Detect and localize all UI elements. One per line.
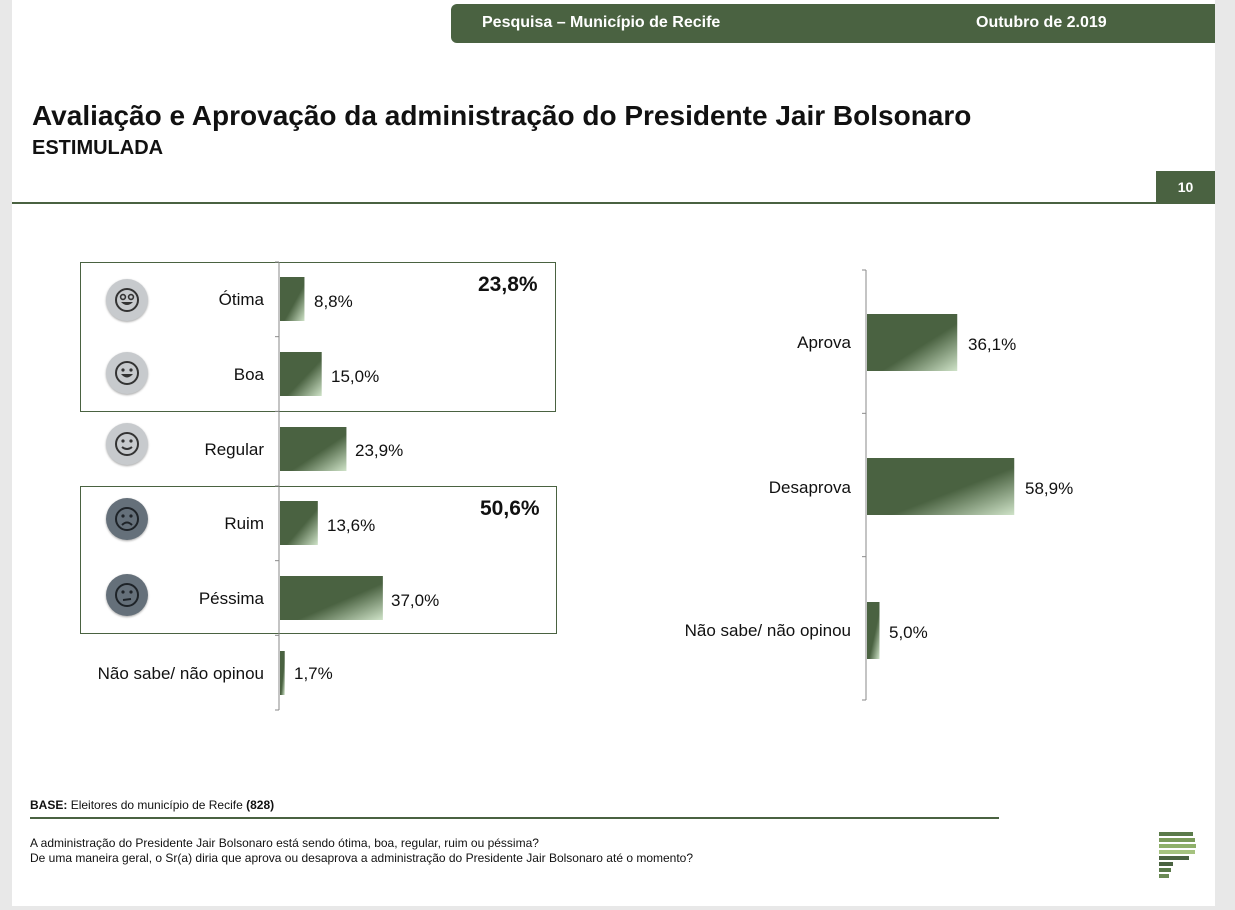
very-happy-face-icon xyxy=(106,279,148,321)
very-sad-face-icon xyxy=(106,574,148,616)
neutral-face-icon xyxy=(106,423,148,465)
value-label-ruim: 13,6% xyxy=(327,516,376,535)
value-label-aprova: 36,1% xyxy=(968,335,1017,354)
date-label: Outubro de 2.019 xyxy=(976,14,1107,31)
value-label-nao-sabe-left: 1,7% xyxy=(294,664,333,683)
title-divider xyxy=(12,202,1215,204)
negative-group-box xyxy=(80,486,557,634)
value-label-otima: 8,8% xyxy=(314,292,353,311)
happy-face-icon xyxy=(106,352,148,394)
base-count: (828) xyxy=(246,798,275,812)
value-label-nao-sabe-right: 5,0% xyxy=(889,623,928,642)
question-2: De uma maneira geral, o Sr(a) diria que … xyxy=(30,851,694,865)
base-note: BASE: Eleitores do município de Recife (… xyxy=(30,798,274,812)
value-label-pessima: 37,0% xyxy=(391,591,440,610)
sad-face-icon xyxy=(106,498,148,540)
category-label-desaprova: Desaprova xyxy=(768,478,851,497)
category-label-boa: Boa xyxy=(233,365,264,384)
category-label-nao-sabe-left: Não sabe/ não opinou xyxy=(97,664,264,683)
category-label-otima: Ótima xyxy=(218,290,264,309)
page-title: Avaliação e Aprovação da administração d… xyxy=(32,100,972,131)
footer-divider xyxy=(30,817,999,819)
negative-group-total: 50,6% xyxy=(480,497,540,520)
base-label: BASE: xyxy=(30,798,68,812)
page-subtitle: ESTIMULADA xyxy=(32,137,164,159)
survey-label: Pesquisa – Município de Recife xyxy=(482,14,721,31)
company-logo-icon xyxy=(1159,832,1196,878)
value-label-regular: 23,9% xyxy=(355,441,404,460)
base-text: Eleitores do município de Recife xyxy=(70,798,243,812)
category-label-pessima: Péssima xyxy=(198,589,264,608)
category-label-regular: Regular xyxy=(204,440,264,459)
value-label-boa: 15,0% xyxy=(331,367,380,386)
header-bar: Pesquisa – Município de Recife Outubro d… xyxy=(451,4,1215,43)
positive-group-total: 23,8% xyxy=(478,273,538,296)
slide-page xyxy=(12,0,1215,906)
category-label-ruim: Ruim xyxy=(224,514,264,533)
category-label-aprova: Aprova xyxy=(797,333,851,352)
value-label-desaprova: 58,9% xyxy=(1025,479,1074,498)
question-1: A administração do Presidente Jair Bolso… xyxy=(30,836,539,850)
positive-group-box xyxy=(80,262,556,412)
page-number-badge: 10 xyxy=(1156,171,1215,203)
category-label-nao-sabe-right: Não sabe/ não opinou xyxy=(684,621,851,640)
